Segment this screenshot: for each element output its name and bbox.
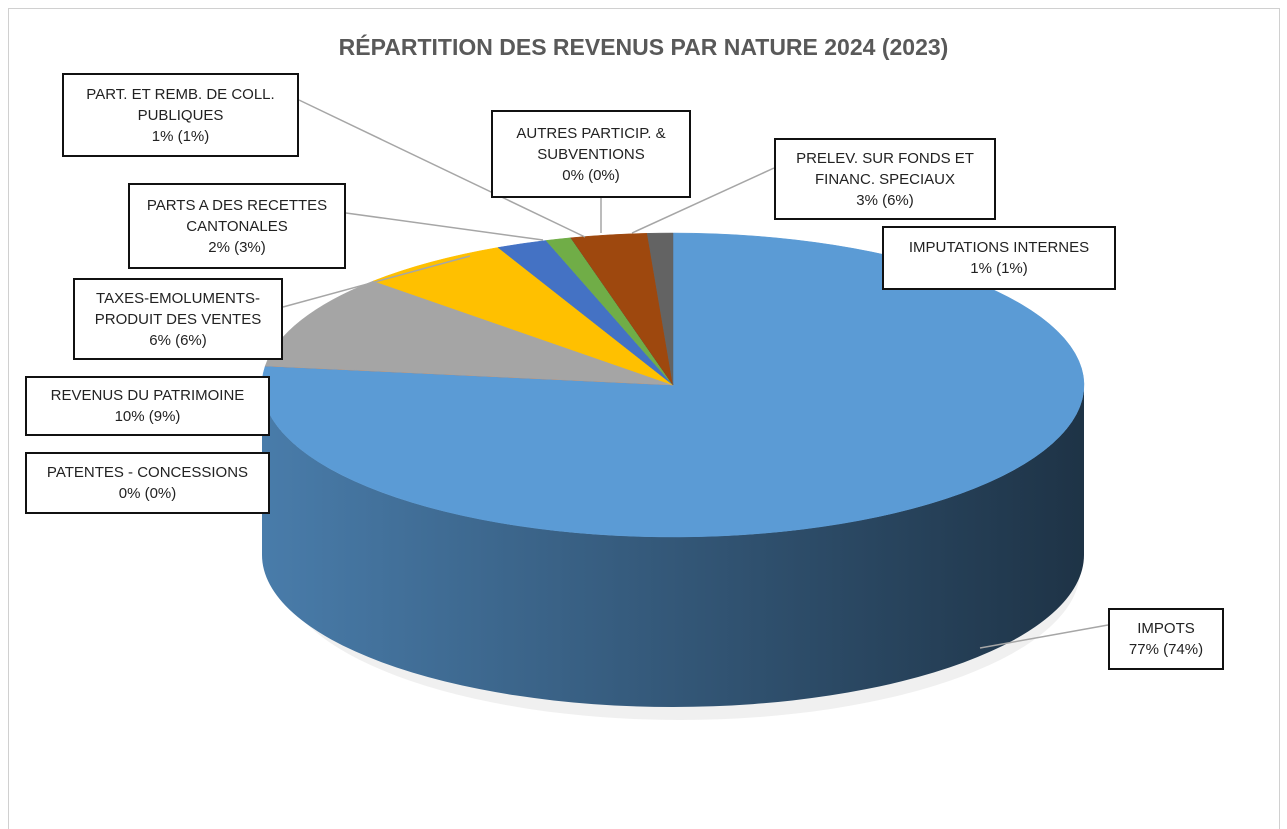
label-category: PRELEV. SUR FONDS ET FINANC. SPECIAUX [796,149,974,188]
leader-line [345,212,544,241]
leader-line [631,167,775,234]
label-category: IMPOTS [1137,620,1195,637]
label-category: PARTS A DES RECETTES CANTONALES [146,196,328,235]
leader-line [282,255,471,308]
label-category: REVENUS DU PATRIMOINE [50,387,245,404]
slice [372,247,674,386]
data-label: IMPOTS 77% (74%) [1108,608,1224,670]
chart-frame [8,8,1280,829]
label-value: 0% (0%) [118,485,177,502]
label-value: 2% (3%) [208,238,266,256]
data-label: AUTRES PARTICIP. & SUBVENTIONS 0% (0%) [491,110,691,198]
label-category: PATENTES - CONCESSIONS [46,464,249,481]
data-label: PARTS A DES RECETTES CANTONALES 2% (3%) [128,183,346,269]
data-label: PATENTES - CONCESSIONS 0% (0%) [25,452,270,514]
label-value: 3% (6%) [856,191,914,209]
leader-line [298,99,586,238]
data-label: REVENUS DU PATRIMOINE 10% (9%) [25,376,270,436]
label-value: 1% (1%) [151,127,210,145]
data-label: PRELEV. SUR FONDS ET FINANC. SPECIAUX 3% … [774,138,996,220]
data-label: TAXES-EMOLUMENTS-PRODUIT DES VENTES 6% (6… [73,278,283,360]
label-value: 6% (6%) [149,331,207,349]
label-category: PART. ET REMB. DE COLL. PUBLIQUES [86,85,275,124]
label-value: 1% (1%) [970,260,1028,277]
chart-title: RÉPARTITION DES REVENUS PAR NATURE 2024 … [338,34,949,60]
label-value: 0% (0%) [562,166,620,184]
leader-line [979,624,1109,649]
slice-side [262,385,1084,707]
data-label: PART. ET REMB. DE COLL. PUBLIQUES 1% (1%) [62,73,299,157]
data-label: IMPUTATIONS INTERNES 1% (1%) [882,226,1116,290]
label-value: 77% (74%) [1128,641,1204,658]
slice [646,232,674,386]
label-category: TAXES-EMOLUMENTS-PRODUIT DES VENTES [94,289,262,328]
label-value: 10% (9%) [114,408,181,425]
label-category: AUTRES PARTICIP. & SUBVENTIONS [516,124,666,163]
label-category: IMPUTATIONS INTERNES [908,239,1090,256]
